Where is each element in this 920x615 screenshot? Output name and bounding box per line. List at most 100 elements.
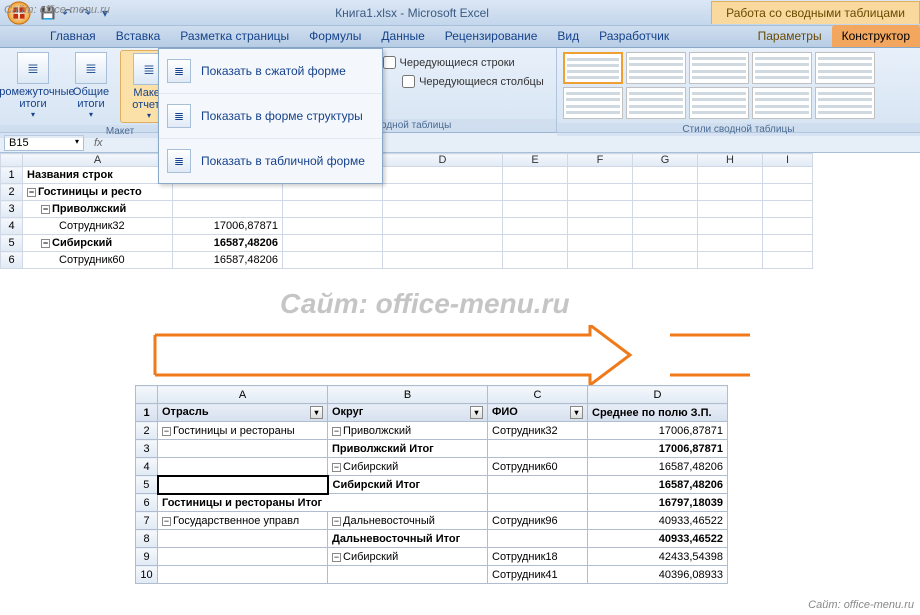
collapse-icon[interactable]: −: [41, 205, 50, 214]
worksheet-top[interactable]: ABCDEFGHI 1Названия строк 2−Гостиницы и …: [0, 153, 813, 269]
filter-icon[interactable]: ▾: [310, 406, 323, 419]
cell[interactable]: Сотрудник32: [488, 422, 588, 440]
cell[interactable]: [158, 530, 328, 548]
style-thumb[interactable]: [626, 52, 686, 84]
cell[interactable]: Сотрудник60: [488, 458, 588, 476]
collapse-icon[interactable]: −: [332, 463, 341, 472]
chk-banded-rows[interactable]: Чередующиеся строки: [383, 56, 515, 69]
cell[interactable]: −Сибирский: [328, 458, 488, 476]
hdr-cell[interactable]: Среднее по полю З.П.: [588, 404, 728, 422]
style-thumb[interactable]: [752, 87, 812, 119]
collapse-icon[interactable]: −: [332, 517, 341, 526]
hdr-cell[interactable]: Отрасль▾: [158, 404, 328, 422]
collapse-icon[interactable]: −: [332, 427, 341, 436]
style-thumb[interactable]: [689, 87, 749, 119]
filter-icon[interactable]: ▾: [570, 406, 583, 419]
worksheet-bottom[interactable]: ABCD 1 Отрасль▾ Округ▾ ФИО▾ Среднее по п…: [135, 385, 728, 584]
tab-view[interactable]: Вид: [547, 25, 589, 47]
cell[interactable]: 16587,48206: [173, 252, 283, 269]
style-thumb[interactable]: [752, 52, 812, 84]
cell[interactable]: 40933,46522: [588, 530, 728, 548]
cell[interactable]: Сотрудник18: [488, 548, 588, 566]
cell[interactable]: −Гостиницы и рестораны: [158, 422, 328, 440]
cell[interactable]: Гостиницы и рестораны Итог: [158, 494, 488, 512]
collapse-icon[interactable]: −: [27, 188, 36, 197]
cell[interactable]: Сотрудник60: [23, 252, 173, 269]
cell[interactable]: Сибирский: [52, 237, 112, 249]
chk-banded-cols[interactable]: Чередующиеся столбцы: [402, 75, 544, 88]
cell[interactable]: Дальневосточный Итог: [328, 530, 488, 548]
cell[interactable]: Сотрудник41: [488, 566, 588, 584]
grand-totals-button[interactable]: ≣Общие итоги▾: [62, 50, 120, 121]
tab-page-layout[interactable]: Разметка страницы: [170, 25, 299, 47]
tab-data[interactable]: Данные: [371, 25, 434, 47]
col-h[interactable]: H: [698, 154, 763, 167]
cell[interactable]: [488, 476, 588, 494]
cell[interactable]: Сотрудник96: [488, 512, 588, 530]
cell[interactable]: Приволжский Итог: [328, 440, 488, 458]
subtotals-button[interactable]: ≣Промежуточные итоги▾: [4, 50, 62, 121]
col-e[interactable]: E: [503, 154, 568, 167]
collapse-icon[interactable]: −: [41, 239, 50, 248]
cell[interactable]: 17006,87871: [173, 218, 283, 235]
cell[interactable]: −Государственное управл: [158, 512, 328, 530]
cell[interactable]: [158, 566, 328, 584]
collapse-icon[interactable]: −: [162, 427, 171, 436]
style-thumb[interactable]: [563, 52, 623, 84]
cell[interactable]: Сибирский Итог: [328, 476, 488, 494]
hdr-cell[interactable]: ФИО▾: [488, 404, 588, 422]
col-f[interactable]: F: [568, 154, 633, 167]
cell[interactable]: −Сибирский: [328, 548, 488, 566]
cell[interactable]: [488, 440, 588, 458]
style-thumb[interactable]: [689, 52, 749, 84]
col-d[interactable]: D: [383, 154, 503, 167]
col-i[interactable]: I: [763, 154, 813, 167]
cell[interactable]: 17006,87871: [588, 422, 728, 440]
style-thumb[interactable]: [815, 87, 875, 119]
style-thumb[interactable]: [626, 87, 686, 119]
cell[interactable]: 16587,48206: [588, 458, 728, 476]
dd-outline[interactable]: ≣Показать в форме структуры: [159, 94, 382, 139]
cell[interactable]: [328, 566, 488, 584]
cell[interactable]: 40396,08933: [588, 566, 728, 584]
collapse-icon[interactable]: −: [332, 553, 341, 562]
cell[interactable]: −Дальневосточный: [328, 512, 488, 530]
fx-icon[interactable]: fx: [94, 137, 103, 149]
col-d2[interactable]: D: [588, 386, 728, 404]
cell[interactable]: 42433,54398: [588, 548, 728, 566]
tab-options[interactable]: Параметры: [748, 25, 832, 47]
tab-formulas[interactable]: Формулы: [299, 25, 371, 47]
styles-gallery[interactable]: [557, 48, 920, 123]
tab-developer[interactable]: Разработчик: [589, 25, 679, 47]
tab-insert[interactable]: Вставка: [106, 25, 171, 47]
tab-review[interactable]: Рецензирование: [435, 25, 548, 47]
cell[interactable]: Гостиницы и ресто: [38, 186, 142, 198]
tab-home[interactable]: Главная: [40, 25, 106, 47]
tab-design[interactable]: Конструктор: [832, 25, 920, 47]
cell[interactable]: −Приволжский: [328, 422, 488, 440]
cell[interactable]: 40933,46522: [588, 512, 728, 530]
cell[interactable]: 16797,18039: [588, 494, 728, 512]
dd-tabular[interactable]: ≣Показать в табличной форме: [159, 139, 382, 183]
collapse-icon[interactable]: −: [162, 517, 171, 526]
cell[interactable]: 17006,87871: [588, 440, 728, 458]
cell[interactable]: [488, 530, 588, 548]
hdr-cell[interactable]: Округ▾: [328, 404, 488, 422]
cell[interactable]: Сотрудник32: [23, 218, 173, 235]
dd-compact[interactable]: ≣Показать в сжатой форме: [159, 49, 382, 94]
cell[interactable]: [488, 494, 588, 512]
cell[interactable]: [158, 458, 328, 476]
col-b2[interactable]: B: [328, 386, 488, 404]
col-a2[interactable]: A: [158, 386, 328, 404]
style-thumb[interactable]: [815, 52, 875, 84]
cell[interactable]: 16587,48206: [588, 476, 728, 494]
cell[interactable]: Приволжский: [52, 203, 126, 215]
col-c2[interactable]: C: [488, 386, 588, 404]
cell[interactable]: [158, 440, 328, 458]
cell[interactable]: [158, 476, 328, 494]
col-g[interactable]: G: [633, 154, 698, 167]
style-thumb[interactable]: [563, 87, 623, 119]
filter-icon[interactable]: ▾: [470, 406, 483, 419]
cell[interactable]: Названия строк: [23, 167, 173, 184]
cell[interactable]: [158, 548, 328, 566]
